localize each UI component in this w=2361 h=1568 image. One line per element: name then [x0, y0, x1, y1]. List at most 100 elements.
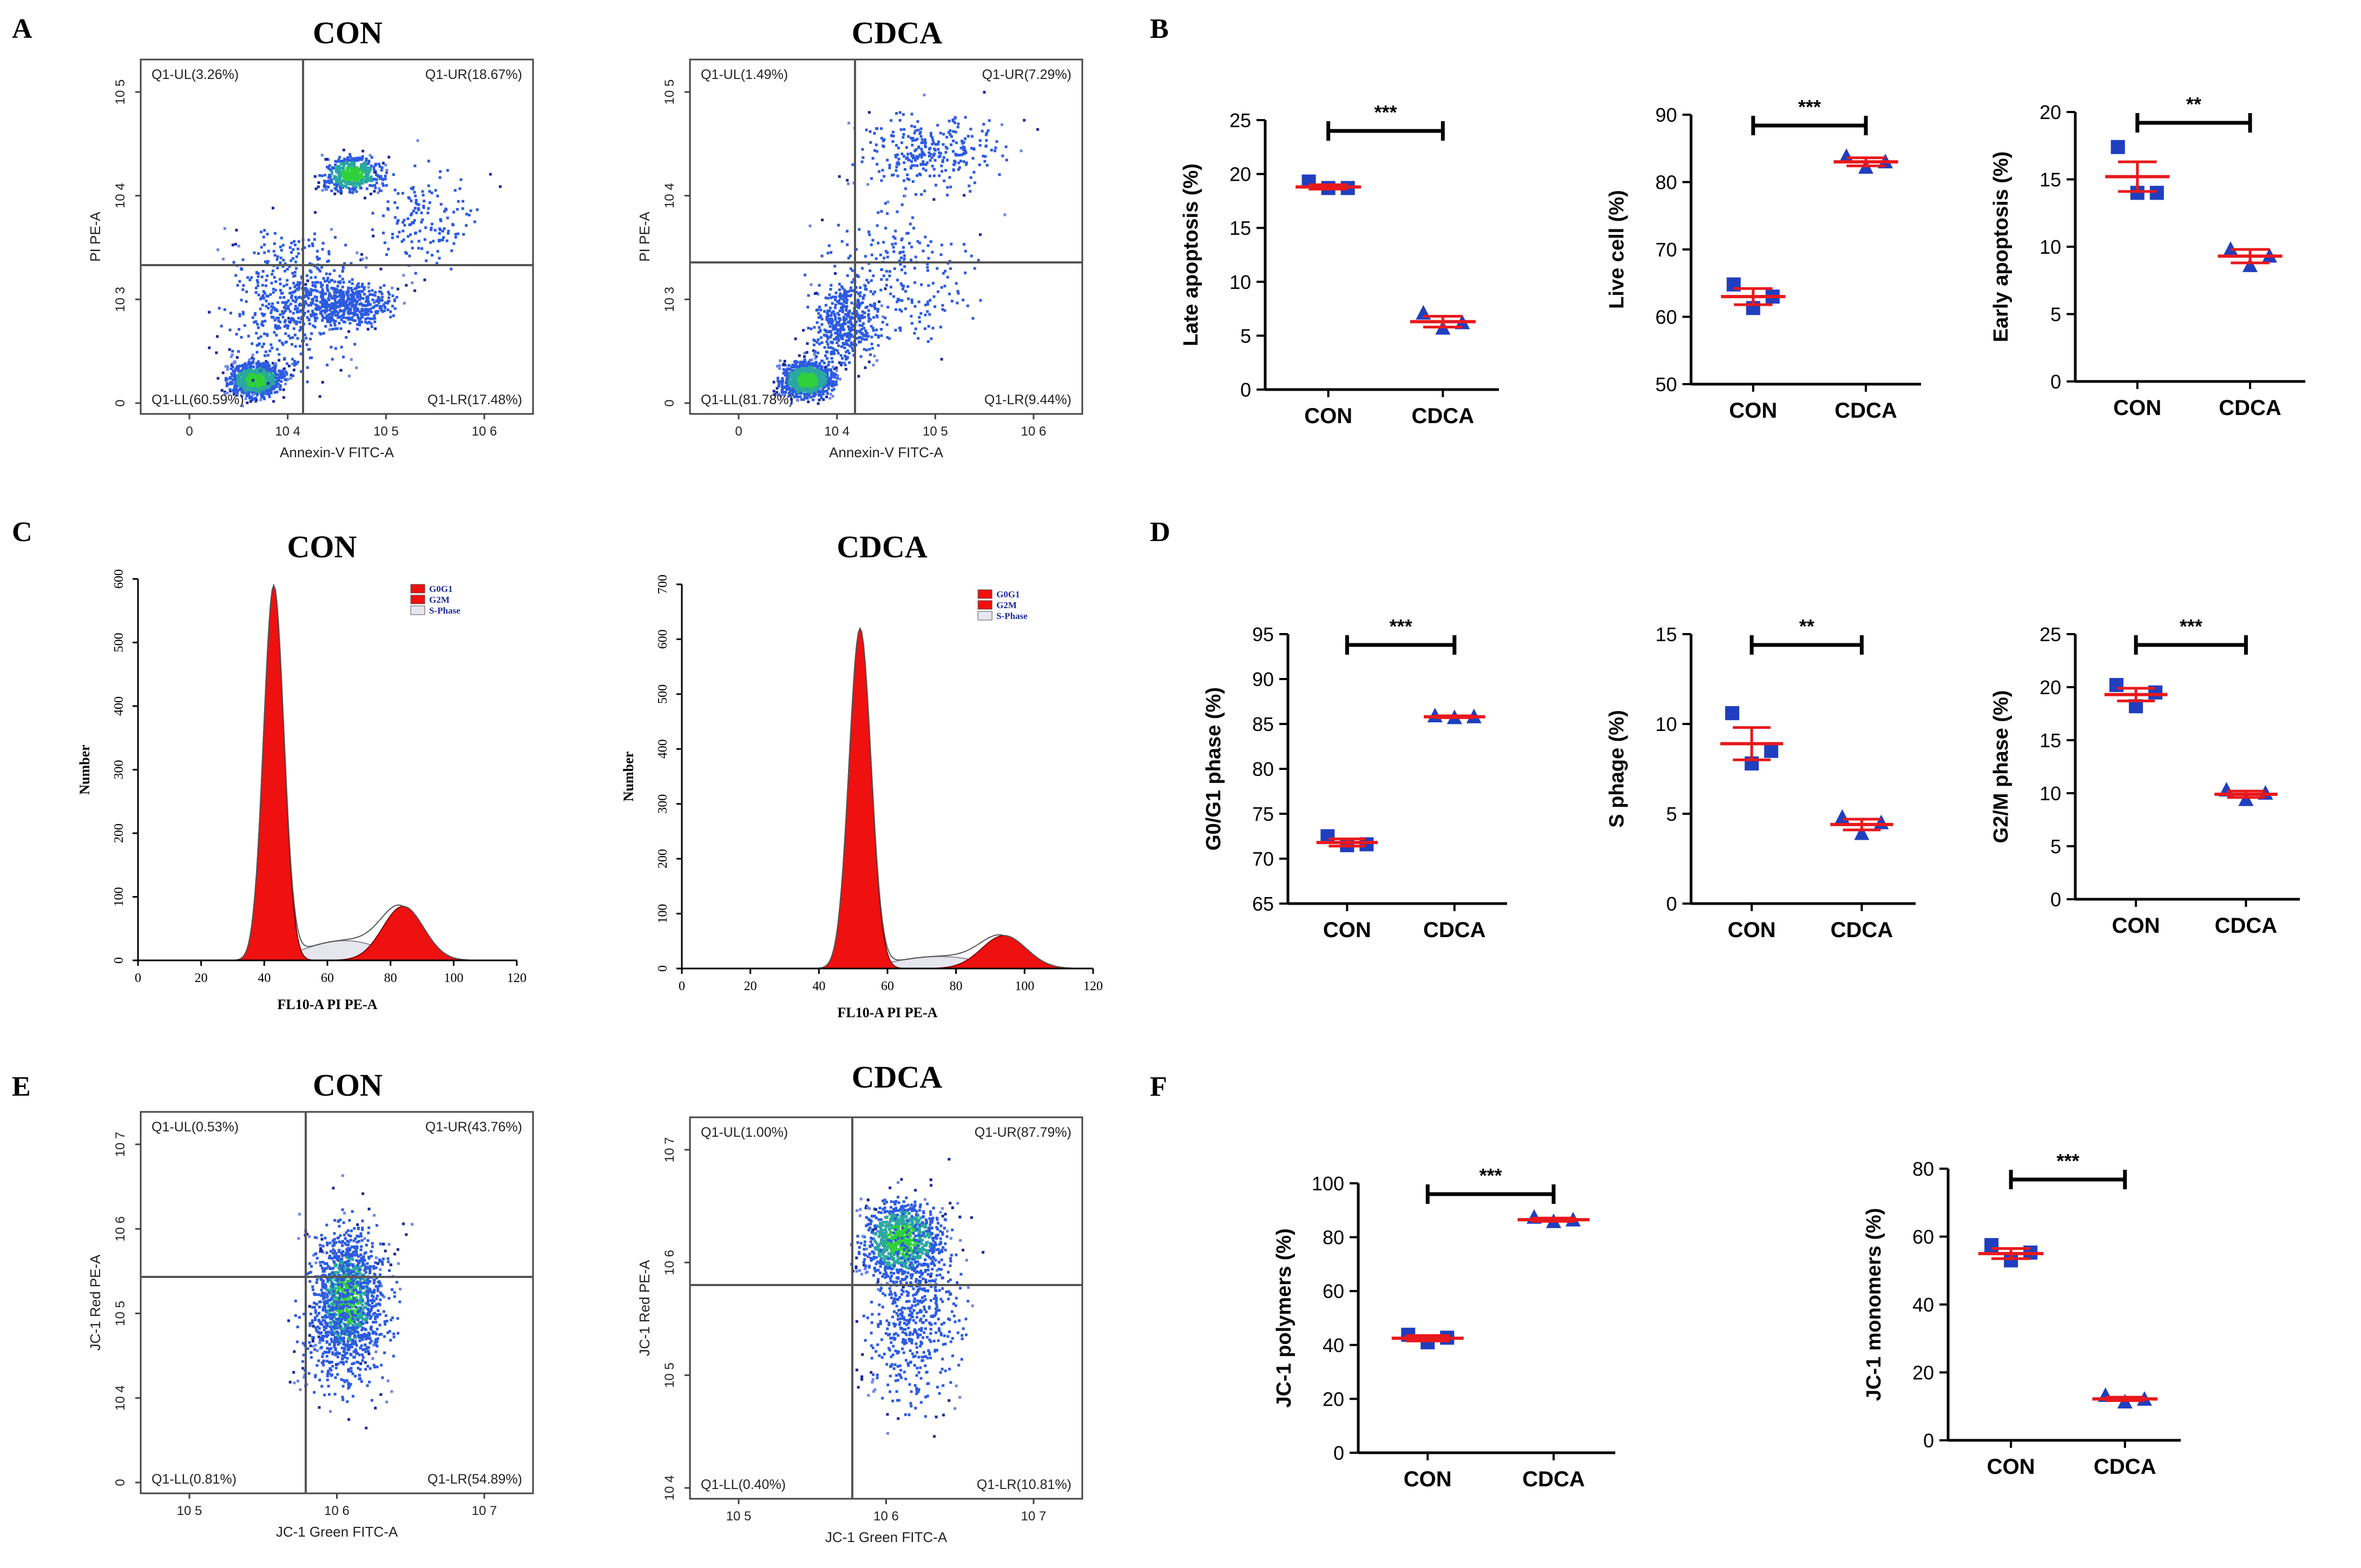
event-dot	[280, 380, 283, 383]
event-dot	[333, 183, 336, 186]
event-dot	[330, 346, 333, 349]
event-dot	[309, 338, 312, 341]
event-dot	[328, 307, 332, 310]
event-dot	[826, 319, 830, 322]
event-dot	[266, 233, 269, 236]
event-dot	[912, 227, 916, 230]
event-dot	[265, 383, 268, 386]
event-dot	[341, 293, 345, 296]
event-dot	[282, 388, 285, 391]
y-tick-label: 5	[1666, 803, 1677, 825]
event-dot	[891, 242, 894, 246]
event-dot	[253, 397, 255, 400]
event-dot	[854, 332, 858, 335]
event-dot	[799, 371, 802, 374]
event-dot	[465, 213, 468, 216]
event-dot	[284, 319, 287, 322]
event-dot	[273, 331, 276, 334]
event-dot	[246, 370, 249, 373]
event-dot	[370, 325, 373, 328]
event-dot	[269, 389, 273, 392]
event-dot	[814, 360, 818, 364]
event-dot	[931, 326, 935, 330]
event-dot	[910, 301, 913, 304]
event-dot	[358, 156, 361, 160]
event-dot	[330, 302, 333, 305]
y-tick-label: 70	[1252, 848, 1274, 870]
event-dot	[335, 306, 338, 309]
event-dot	[324, 325, 327, 328]
event-dot	[808, 375, 812, 378]
event-dot	[372, 234, 375, 238]
event-dot	[321, 381, 324, 384]
event-dot	[922, 151, 925, 155]
event-dot	[330, 189, 333, 193]
event-dot	[427, 184, 430, 187]
event-dot	[229, 367, 233, 370]
event-dot	[864, 255, 867, 258]
event-dot	[279, 384, 282, 387]
event-dot	[356, 295, 359, 299]
event-dot	[361, 290, 364, 293]
event-dot	[248, 373, 251, 376]
event-dot	[816, 366, 819, 370]
event-dot	[360, 167, 363, 170]
event-dot	[882, 241, 885, 244]
event-dot	[795, 370, 799, 373]
event-dot	[251, 353, 254, 357]
event-dot	[241, 391, 244, 394]
event-dot	[346, 298, 350, 301]
event-dot	[873, 131, 876, 135]
event-dot	[431, 254, 433, 257]
event-dot	[423, 278, 426, 281]
event-dot	[290, 251, 293, 254]
event-dot	[287, 307, 290, 311]
event-dot	[315, 267, 319, 270]
event-dot	[802, 384, 805, 387]
event-dot	[829, 392, 832, 396]
event-dot	[939, 325, 942, 328]
event-dot	[208, 346, 211, 350]
event-dot	[465, 224, 468, 227]
event-dot	[363, 288, 366, 291]
event-dot	[257, 326, 260, 330]
event-dot	[280, 249, 283, 252]
event-dot	[840, 361, 844, 365]
event-dot	[293, 271, 297, 274]
event-dot	[423, 238, 426, 241]
event-dot	[257, 360, 260, 363]
event-dot	[303, 312, 306, 314]
event-dot	[830, 371, 833, 374]
event-dot	[321, 248, 324, 251]
event-dot	[857, 298, 860, 301]
y-tick-label: 10 4	[113, 183, 128, 208]
event-dot	[294, 300, 297, 304]
event-dot	[920, 148, 923, 150]
event-dot	[353, 292, 357, 295]
x-tick-label: CDCA	[1834, 399, 1897, 423]
event-dot	[863, 315, 866, 319]
event-dot	[945, 136, 949, 139]
event-dot	[962, 299, 965, 301]
event-dot	[949, 129, 952, 132]
event-dot	[276, 309, 279, 313]
event-dot	[370, 177, 373, 181]
event-dot	[772, 380, 775, 384]
event-dot	[898, 118, 902, 122]
event-dot	[257, 252, 260, 255]
event-dot	[838, 318, 841, 321]
event-dot	[278, 326, 281, 330]
event-dot	[840, 345, 844, 348]
event-dot	[262, 314, 265, 317]
event-dot	[255, 272, 258, 274]
event-dot	[833, 375, 836, 378]
event-dot	[433, 229, 437, 232]
event-dot	[291, 291, 294, 294]
event-dot	[832, 310, 835, 313]
event-dot	[320, 292, 323, 295]
event-dot	[257, 284, 260, 287]
event-dot	[393, 298, 396, 301]
event-dot	[350, 289, 353, 292]
event-dot	[229, 355, 233, 358]
